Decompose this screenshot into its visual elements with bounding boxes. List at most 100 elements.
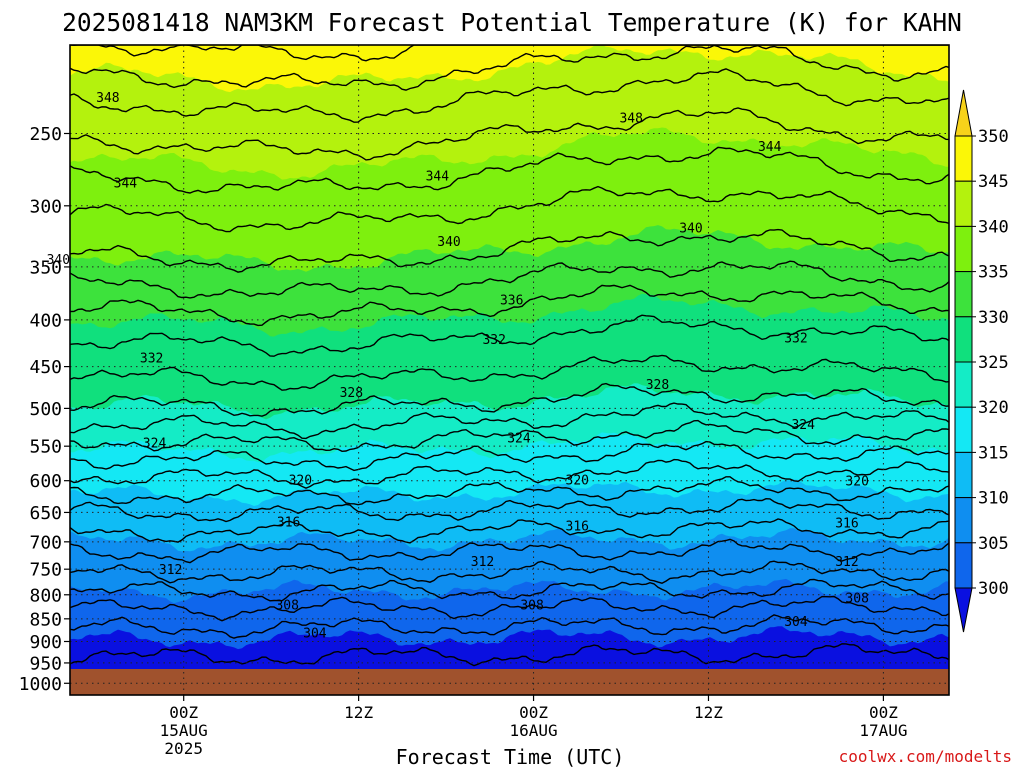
contour-label: 324: [507, 431, 531, 446]
plot-fill-layer: [70, 45, 949, 695]
contour-label: 316: [835, 517, 858, 532]
colorbar-swatch-305: [954, 497, 973, 544]
y-tick-label: 750: [29, 560, 62, 581]
x-tick-label: 00Z: [869, 703, 898, 722]
contour-label: 324: [791, 418, 815, 433]
isentrope-336: [70, 284, 949, 327]
contour-label: 344: [114, 177, 138, 192]
contour-label: 340: [679, 222, 702, 237]
x-tick-label: 2025: [164, 739, 203, 758]
isentrope-334: [70, 314, 949, 357]
contour-label: 312: [835, 555, 858, 570]
x-tick-label: 00Z: [519, 703, 548, 722]
contour-label: 320: [289, 473, 312, 488]
isentrope-314: [70, 538, 949, 564]
contour-label: 328: [340, 386, 363, 401]
credit-text: coolwx.com/modelts: [839, 747, 1012, 766]
y-tick-label: 850: [29, 609, 62, 630]
contour-label: 348: [96, 91, 119, 106]
isentrope-316: [70, 518, 949, 544]
y-tick-label: 950: [29, 653, 62, 674]
colorbar-tick-label: 330: [978, 308, 1009, 328]
colorbar-tick-label: 325: [978, 353, 1009, 373]
colorbar-tick-label: 345: [978, 172, 1009, 192]
contour-label: 312: [159, 563, 182, 578]
colorbar-tick-label: 340: [978, 217, 1009, 237]
contour-label: 320: [845, 475, 868, 490]
contour-label: 340: [47, 253, 70, 268]
y-tick-label: 650: [29, 503, 62, 524]
x-tick-label: 00Z: [169, 703, 198, 722]
isentrope-348: [70, 68, 949, 123]
y-tick-label: 900: [29, 632, 62, 653]
isentrope-322: [70, 458, 949, 489]
isentrope-350: [70, 45, 949, 91]
isentrope-304: [70, 643, 949, 667]
x-tick-label: 17AUG: [859, 721, 907, 740]
isentrope-328: [70, 402, 949, 440]
contour-label: 316: [566, 520, 589, 535]
plot-frame: [69, 44, 950, 696]
grid-layer: [70, 45, 949, 695]
y-tick-label: 500: [29, 399, 62, 420]
contour-label: 336: [500, 294, 523, 309]
colorbar-arrow-top: [954, 89, 973, 137]
colorbar-swatch-330: [954, 271, 973, 318]
colorbar-tick-label: 335: [978, 263, 1009, 283]
contour-label: 308: [845, 591, 868, 606]
isentrope-332: [70, 354, 949, 391]
y-tick-label: 450: [29, 357, 62, 378]
isentrope-310: [70, 578, 949, 602]
y-tick-label: 700: [29, 532, 62, 553]
isentrope-330: [70, 382, 949, 417]
contour-label: 308: [275, 599, 298, 614]
contour-label: 344: [758, 140, 782, 155]
colorbar-swatch-320: [954, 361, 973, 408]
colorbar: 350 345 340 335 330 325 320 315 310 305 300: [954, 89, 1009, 633]
x-tick-label: 12Z: [344, 703, 373, 722]
contour-label: 344: [426, 170, 450, 185]
colorbar-swatch-315: [954, 406, 973, 453]
isentrope-308: [70, 595, 949, 622]
colorbar-tick-label: 300: [978, 579, 1009, 599]
y-tick-label: 550: [29, 437, 62, 458]
colorbar-swatch-345: [954, 135, 973, 182]
band-345: [70, 45, 949, 93]
colorbar-arrow-bottom: [954, 587, 973, 633]
colorbar-tick-label: 315: [978, 443, 1009, 463]
contour-label: 340: [437, 235, 460, 250]
isentrope-344: [70, 146, 949, 194]
colorbar-tick-label: 320: [978, 398, 1009, 418]
colorbar-swatch-300: [954, 542, 973, 589]
contour-label: 308: [520, 599, 543, 614]
colorbar-swatch-340: [954, 180, 973, 227]
contour-label: 348: [619, 111, 642, 126]
isentrope-338: [70, 260, 949, 299]
contour-label: 324: [143, 437, 167, 452]
contour-label: 316: [277, 515, 300, 530]
colorbar-swatch-310: [954, 451, 973, 499]
contour-label: 312: [471, 555, 494, 570]
x-tick-label: 15AUG: [160, 721, 208, 740]
contour-label-layer: 348 348 344 344 344 340 340 340 336 332 332 332 328 3…: [47, 91, 869, 642]
y-tick-label: 350: [29, 257, 62, 278]
contour-label: 328: [646, 378, 669, 393]
x-axis-label: Forecast Time (UTC): [396, 745, 625, 768]
chart-title: 2025081418 NAM3KM Forecast Potential Tem…: [62, 8, 962, 37]
isentrope-306: [70, 614, 949, 639]
y-tick-label: 250: [29, 124, 62, 145]
y-tick-label: 400: [29, 310, 62, 331]
contour-label: 320: [566, 473, 589, 488]
contour-label: 332: [140, 352, 163, 367]
colorbar-tick-label: 310: [978, 489, 1009, 509]
isentrope-326: [70, 419, 949, 453]
isentrope-312: [70, 560, 949, 584]
y-tick-label: 1000: [19, 674, 62, 695]
contour-label: 332: [482, 333, 505, 348]
colorbar-swatch-335: [954, 225, 973, 273]
contour-label: 304: [784, 615, 808, 630]
colorbar-swatch-325: [954, 316, 973, 363]
